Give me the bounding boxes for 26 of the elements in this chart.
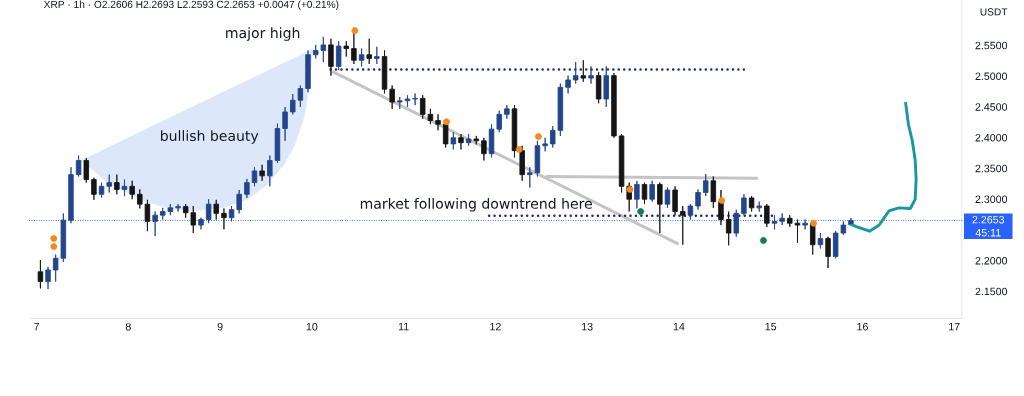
chart-title: XRP · 1h · O2.2606 H2.2693 L2.2593 C2.2653 +0.0047 (+0.21%) xyxy=(43,0,339,10)
y-tick-label: 2.5500 xyxy=(975,41,1008,50)
x-tick-label: 11 xyxy=(398,322,409,331)
text: 45:11 xyxy=(975,228,1001,237)
y-tick-label: 2.5000 xyxy=(975,72,1008,80)
y-tick-label: 2.3000 xyxy=(975,195,1008,203)
annotation: market following downtrend here xyxy=(360,197,592,212)
x-tick-label: 16 xyxy=(857,322,868,331)
x-tick-label: 12 xyxy=(490,322,501,331)
y-tick-label: 2.4000 xyxy=(975,133,1008,142)
x-tick-label: 9 xyxy=(217,322,223,331)
y-axis-title: USDT xyxy=(980,8,1008,16)
x-tick-label: 15 xyxy=(765,322,777,331)
x-tick-label: 13 xyxy=(582,322,593,331)
y-tick-label: 2.1500 xyxy=(975,287,1008,296)
x-tick-label: 7 xyxy=(34,322,39,331)
x-tick-label: 14 xyxy=(673,322,685,331)
x-tick-label: 17 xyxy=(949,322,960,331)
annotation: major high xyxy=(226,27,300,41)
annotation: bullish beauty xyxy=(161,130,259,144)
y-tick-label: 2.4500 xyxy=(975,103,1008,111)
y-tick-label: 2.3500 xyxy=(975,164,1008,173)
y-tick-label: 2.2000 xyxy=(975,256,1008,265)
x-tick-label: 10 xyxy=(306,322,318,331)
ref-line-label: 2.2653 xyxy=(972,215,1005,224)
x-tick-label: 8 xyxy=(125,322,131,331)
